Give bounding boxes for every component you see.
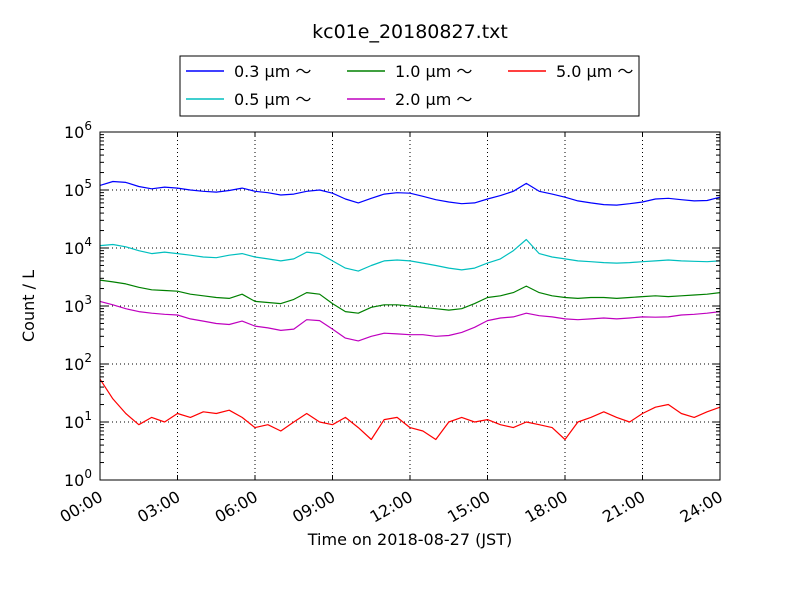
y-tick-label: 106 bbox=[64, 119, 92, 142]
legend-label-3: 2.0 μm ～ bbox=[395, 90, 472, 109]
x-axis-label: Time on 2018-08-27 (JST) bbox=[307, 530, 512, 549]
series-line-3 bbox=[99, 300, 721, 342]
chart-title: kc01e_20180827.txt bbox=[312, 21, 508, 43]
series-line-0 bbox=[99, 180, 721, 206]
legend-label-2: 1.0 μm ～ bbox=[395, 62, 472, 81]
y-tick-labels: 100 101 102 103 104 105 106 bbox=[64, 119, 92, 490]
legend-label-1: 0.5 μm ～ bbox=[234, 90, 311, 109]
legend-label-0: 0.3 μm ～ bbox=[234, 62, 311, 81]
y-tick-label: 102 bbox=[64, 351, 92, 374]
y-tick-label: 103 bbox=[64, 293, 92, 316]
y-axis-label: Count / L bbox=[19, 270, 38, 342]
series-line-4 bbox=[99, 378, 721, 441]
y-tick-label: 104 bbox=[64, 235, 92, 258]
grid bbox=[100, 132, 720, 480]
series-line-1 bbox=[99, 238, 721, 272]
axis-ticks bbox=[99, 131, 721, 481]
y-tick-label: 101 bbox=[64, 409, 92, 432]
y-tick-label: 100 bbox=[64, 467, 92, 490]
y-tick-label: 105 bbox=[64, 177, 92, 200]
legend-label-4: 5.0 μm ～ bbox=[556, 62, 633, 81]
series-line-2 bbox=[99, 279, 721, 314]
series-lines bbox=[99, 180, 721, 441]
legend-box bbox=[179, 55, 640, 117]
legend: 0.3 μm ～ 0.5 μm ～ 1.0 μm ～ 2.0 μm ～ 5.0 μm ～ bbox=[179, 55, 640, 117]
